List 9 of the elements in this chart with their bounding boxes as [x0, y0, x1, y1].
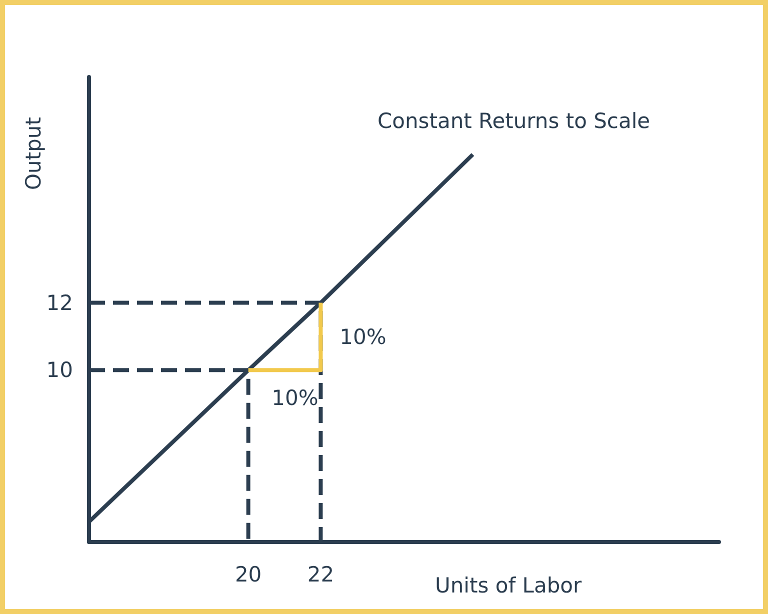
- y-axis-title: Output: [22, 117, 46, 190]
- text: Constant Returns to Scale: [377, 109, 650, 133]
- x-tick-label: 22: [307, 562, 334, 586]
- y-tick-label: 12: [46, 290, 73, 315]
- annotation: 10%: [340, 325, 386, 349]
- annotation: 10%: [272, 386, 318, 410]
- x-axis-title: Units of Labor: [435, 574, 582, 598]
- x-tick-label: 20: [234, 562, 262, 586]
- y-tick-label: 10: [46, 358, 73, 382]
